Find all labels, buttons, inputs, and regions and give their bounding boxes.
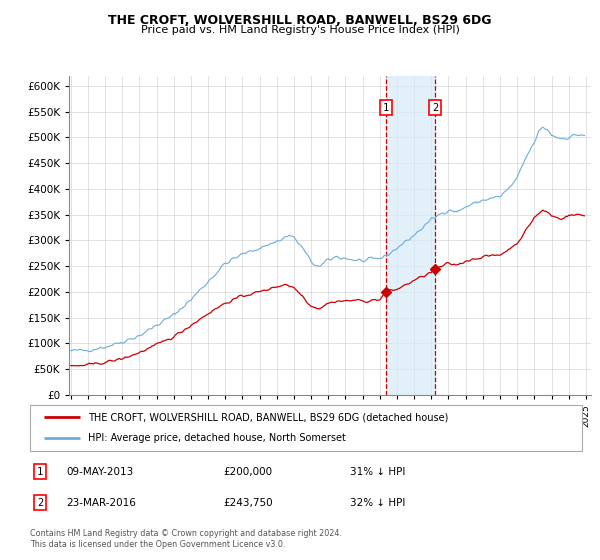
Text: £200,000: £200,000 — [223, 467, 272, 477]
Bar — [386, 76, 435, 395]
Text: 1: 1 — [383, 102, 389, 113]
Text: 1: 1 — [37, 467, 43, 477]
Text: 2: 2 — [37, 498, 43, 507]
Text: £243,750: £243,750 — [223, 498, 273, 507]
Text: 2: 2 — [432, 102, 438, 113]
Text: THE CROFT, WOLVERSHILL ROAD, BANWELL, BS29 6DG: THE CROFT, WOLVERSHILL ROAD, BANWELL, BS… — [108, 14, 492, 27]
Text: 09-MAY-2013: 09-MAY-2013 — [66, 467, 133, 477]
Text: THE CROFT, WOLVERSHILL ROAD, BANWELL, BS29 6DG (detached house): THE CROFT, WOLVERSHILL ROAD, BANWELL, BS… — [88, 412, 448, 422]
Text: Price paid vs. HM Land Registry's House Price Index (HPI): Price paid vs. HM Land Registry's House … — [140, 25, 460, 35]
Text: HPI: Average price, detached house, North Somerset: HPI: Average price, detached house, Nort… — [88, 433, 346, 444]
Text: 32% ↓ HPI: 32% ↓ HPI — [350, 498, 406, 507]
Text: Contains HM Land Registry data © Crown copyright and database right 2024.
This d: Contains HM Land Registry data © Crown c… — [30, 529, 342, 549]
Text: 23-MAR-2016: 23-MAR-2016 — [66, 498, 136, 507]
Text: 31% ↓ HPI: 31% ↓ HPI — [350, 467, 406, 477]
